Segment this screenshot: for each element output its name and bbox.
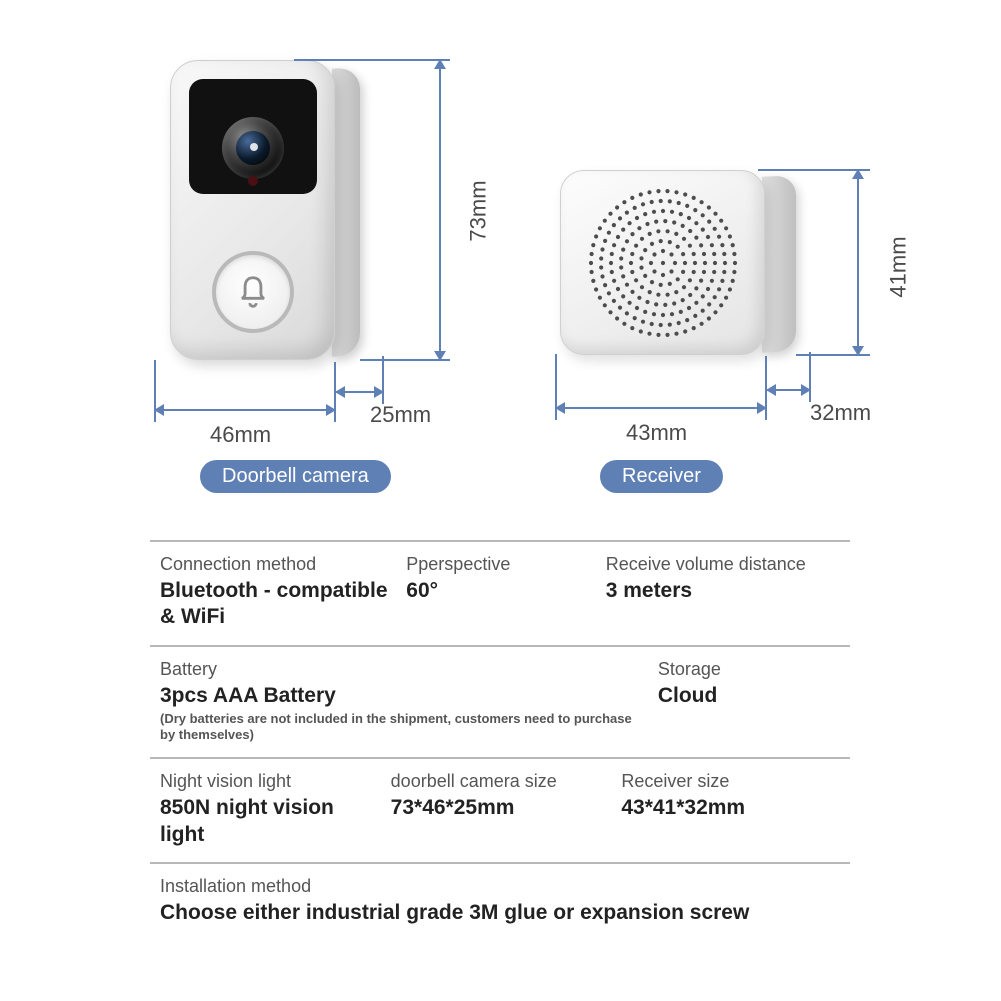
- receiver-side-face: [762, 175, 796, 352]
- spec-value: 850N night vision light: [160, 795, 379, 848]
- spec-label: Receiver size: [621, 771, 840, 792]
- doorbell-height-dim: [430, 60, 450, 360]
- doorbell-button-icon: [212, 251, 294, 333]
- doorbell-depth-dim: [336, 382, 383, 402]
- spec-value: 43*41*32mm: [621, 795, 840, 821]
- spec-label: Pperspective: [406, 554, 593, 575]
- receiver-pill-label: Receiver: [600, 460, 723, 493]
- spec-value: 3pcs AAA Battery: [160, 683, 646, 709]
- spec-label: Night vision light: [160, 771, 379, 792]
- spec-value: 60°: [406, 578, 593, 604]
- receiver-height-dim: [848, 170, 868, 355]
- spec-row: Installation method Choose either indust…: [150, 864, 850, 940]
- spec-label: Installation method: [160, 876, 840, 897]
- doorbell-width-dim: [155, 400, 335, 420]
- spec-value: Cloud: [658, 683, 840, 709]
- pir-sensor: [248, 176, 258, 186]
- doorbell-side-face: [332, 67, 360, 356]
- doorbell-width-label: 46mm: [210, 422, 271, 448]
- receiver-depth-label: 32mm: [810, 400, 871, 426]
- spec-label: Connection method: [160, 554, 394, 575]
- doorbell-height-label: 73mm: [466, 180, 492, 241]
- receiver-illustration: [560, 170, 765, 355]
- spec-label: doorbell camera size: [391, 771, 610, 792]
- spec-label: Battery: [160, 659, 646, 680]
- spec-label: Receive volume distance: [606, 554, 840, 575]
- spec-row: Battery 3pcs AAA Battery (Dry batteries …: [150, 647, 850, 758]
- spec-row: Night vision light 850N night vision lig…: [150, 759, 850, 862]
- spec-value: Choose either industrial grade 3M glue o…: [160, 900, 840, 926]
- camera-lens: [222, 117, 284, 179]
- spec-label: Storage: [658, 659, 840, 680]
- doorbell-camera-illustration: [170, 60, 335, 360]
- spec-note: (Dry batteries are not included in the s…: [160, 711, 646, 744]
- doorbell-depth-label: 25mm: [370, 402, 431, 428]
- spec-value: Bluetooth - compatible & WiFi: [160, 578, 394, 631]
- spec-row: Connection method Bluetooth - compatible…: [150, 542, 850, 645]
- specs-table: Connection method Bluetooth - compatible…: [150, 540, 850, 940]
- spec-value: 3 meters: [606, 578, 840, 604]
- receiver-depth-dim: [767, 380, 810, 400]
- doorbell-pill-label: Doorbell camera: [200, 460, 391, 493]
- receiver-width-label: 43mm: [626, 420, 687, 446]
- camera-panel: [189, 79, 317, 194]
- product-diagram-region: 73mm 46mm 25mm Doorbell camera: [0, 0, 1001, 510]
- speaker-grille: [583, 183, 743, 343]
- receiver-height-label: 41mm: [886, 236, 912, 297]
- spec-value: 73*46*25mm: [391, 795, 610, 821]
- receiver-width-dim: [556, 398, 766, 418]
